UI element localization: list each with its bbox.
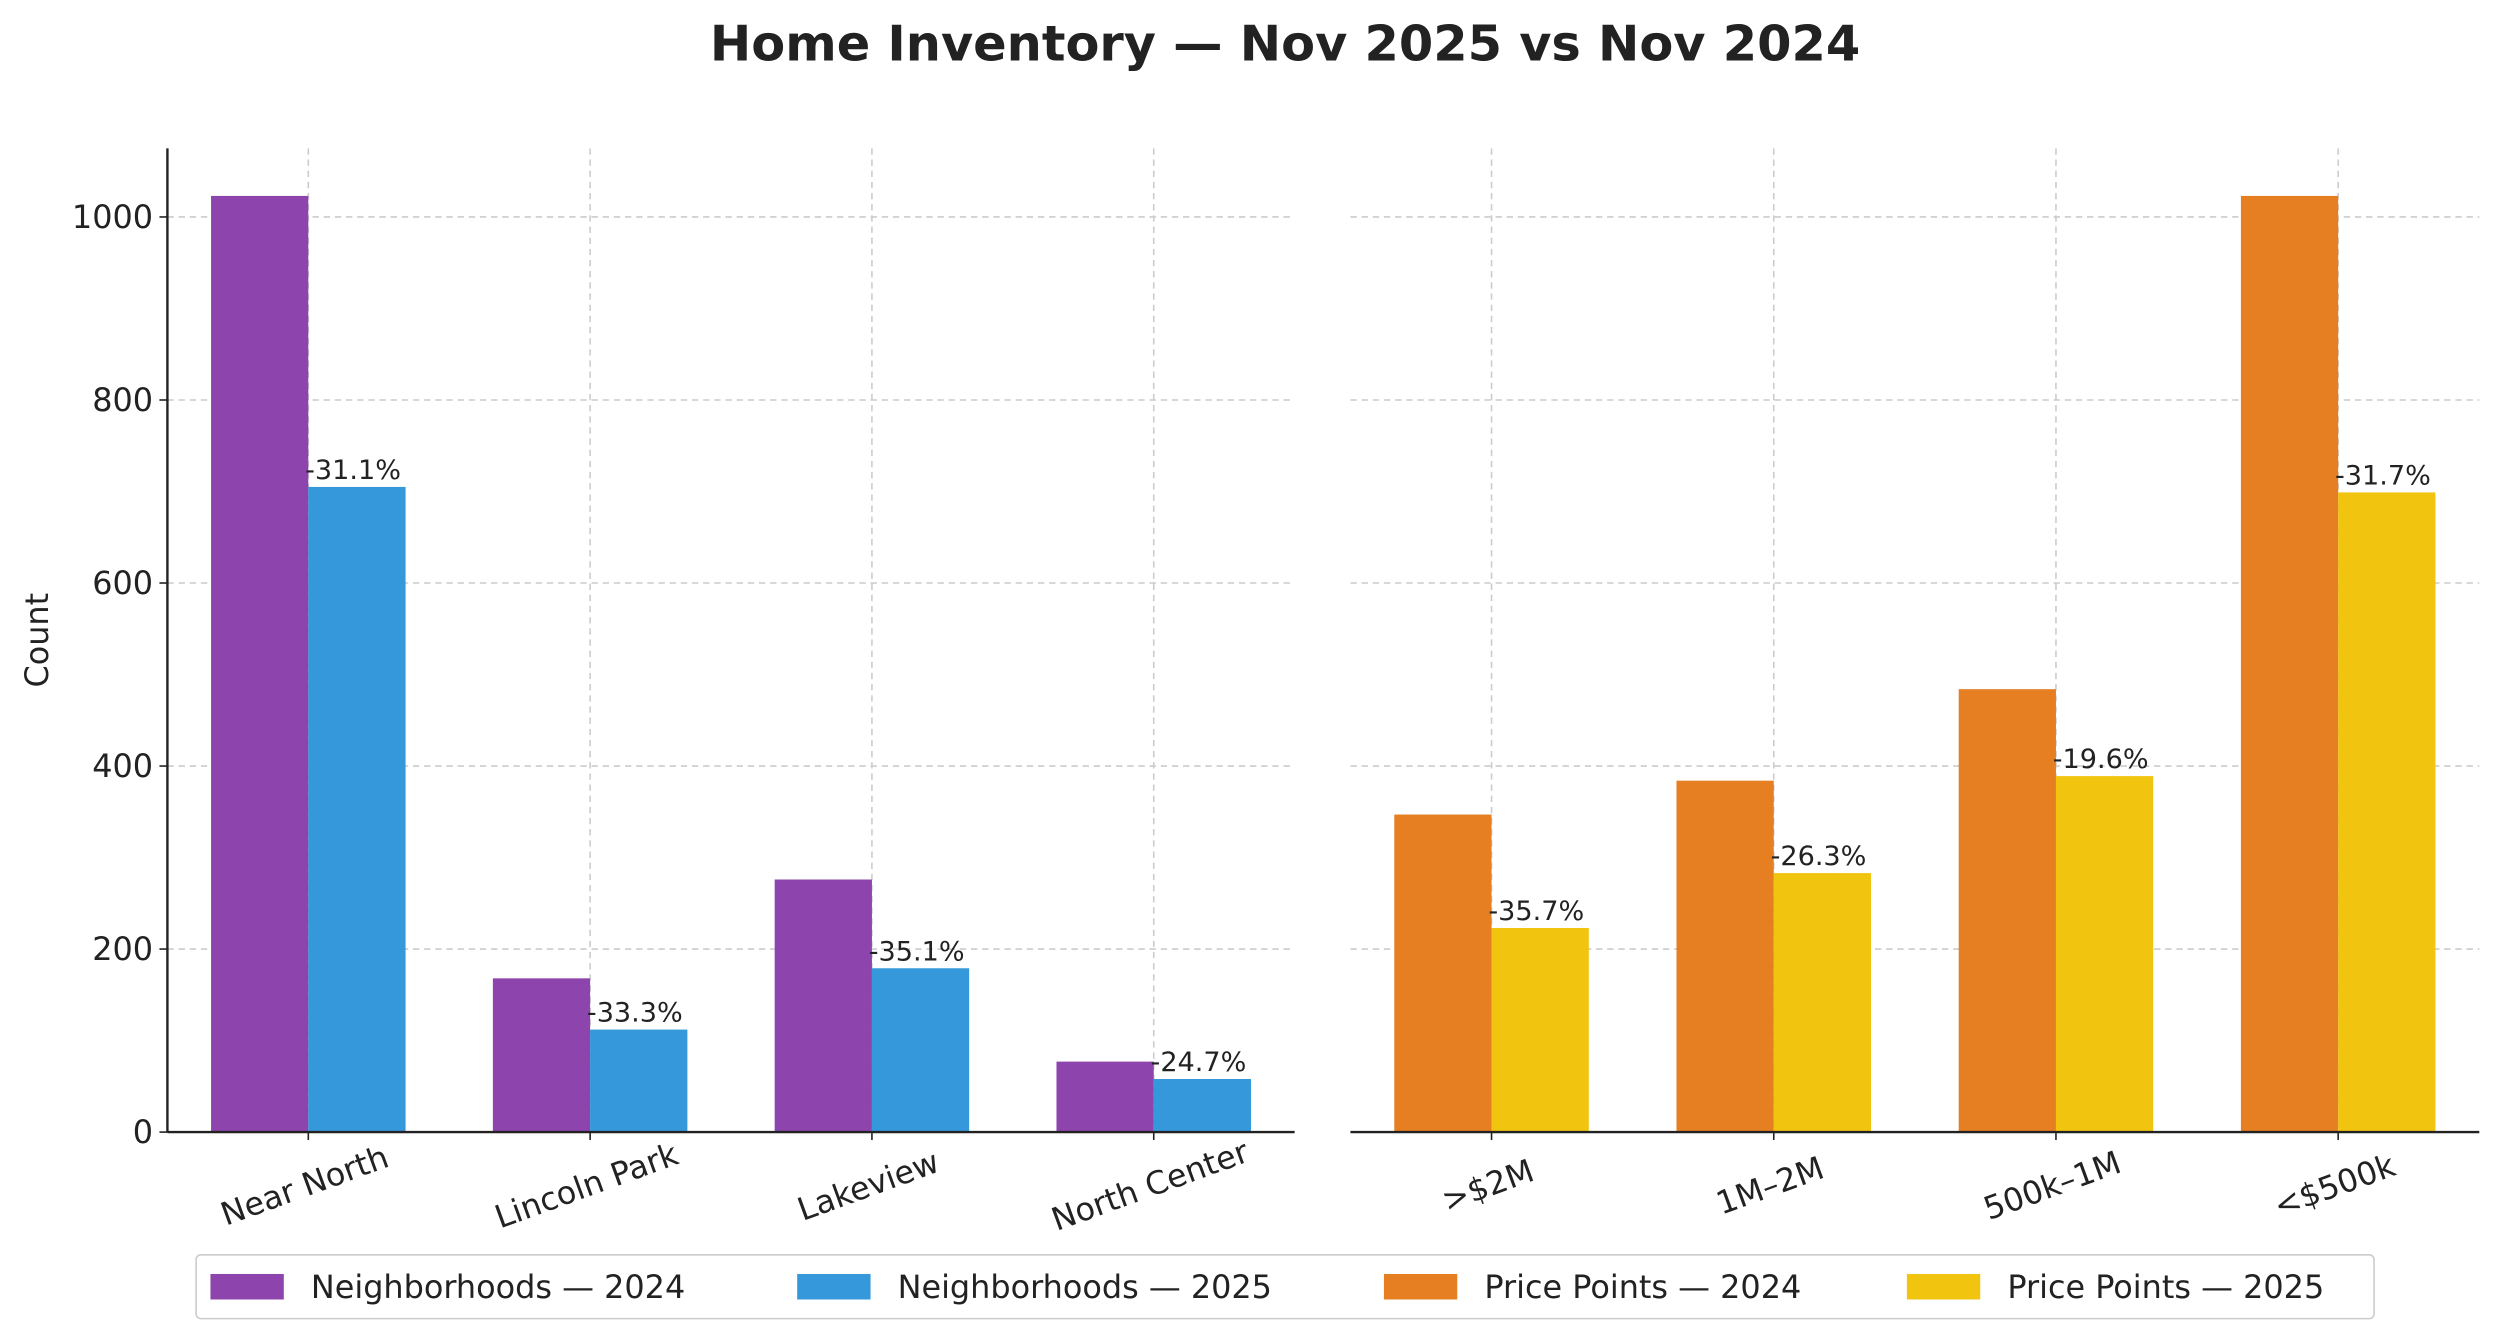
bar [1958, 689, 2056, 1133]
y-axis-label: Count [18, 593, 56, 688]
y-tick-label: 1000 [72, 198, 153, 236]
bar [2240, 195, 2339, 1133]
bar [1773, 873, 1872, 1133]
bar [1676, 780, 1774, 1133]
legend-swatch [210, 1273, 284, 1300]
bar [308, 486, 406, 1133]
change-label: -31.7% [2335, 460, 2431, 491]
bar [2055, 776, 2154, 1133]
x-tick-label: Lincoln Park [490, 1135, 684, 1237]
legend-label: Price Points — 2024 [1484, 1268, 1801, 1306]
y-tick-label: 600 [92, 564, 153, 602]
bar [1394, 814, 1492, 1133]
change-label: -31.1% [305, 455, 401, 486]
x-tick-label: >$2M [1437, 1151, 1539, 1219]
y-tick-label: 200 [92, 930, 153, 968]
change-label: -26.3% [1771, 841, 1867, 872]
bar [211, 195, 309, 1133]
legend-box [195, 1254, 2375, 1320]
bar [492, 978, 591, 1133]
x-tick-label: 1M–2M [1711, 1149, 1829, 1223]
bar [1056, 1061, 1154, 1133]
bar [590, 1029, 688, 1133]
x-tick-label: Near North [216, 1138, 394, 1234]
y-tick-label: 0 [133, 1113, 153, 1151]
legend-swatch [1906, 1273, 1981, 1300]
change-label: -19.6% [2053, 744, 2149, 775]
change-label: -24.7% [1151, 1047, 1247, 1078]
change-label: -33.3% [587, 998, 683, 1029]
y-tick-label: 400 [92, 747, 153, 785]
legend-label: Neighborhoods — 2024 [311, 1268, 685, 1306]
bar [2338, 492, 2436, 1133]
chart-title: Home Inventory — Nov 2025 vs Nov 2024 [710, 15, 1860, 73]
x-tick-label: North Center [1046, 1132, 1254, 1239]
x-tick-label: Lakeview [792, 1142, 944, 1228]
legend-swatch [797, 1273, 871, 1300]
legend-label: Neighborhoods — 2025 [898, 1268, 1272, 1306]
x-tick-label: <$500k [2269, 1146, 2401, 1225]
legend-label: Price Points — 2025 [2007, 1268, 2324, 1306]
change-label: -35.1% [869, 936, 965, 967]
bar [871, 968, 970, 1133]
bar [774, 879, 872, 1133]
legend-swatch [1383, 1273, 1458, 1300]
x-tick-label: 500k–1M [1978, 1143, 2125, 1228]
bar [1491, 928, 1589, 1133]
bar [1153, 1078, 1251, 1133]
y-tick-label: 800 [92, 381, 153, 419]
change-label: -35.7% [1488, 896, 1584, 927]
